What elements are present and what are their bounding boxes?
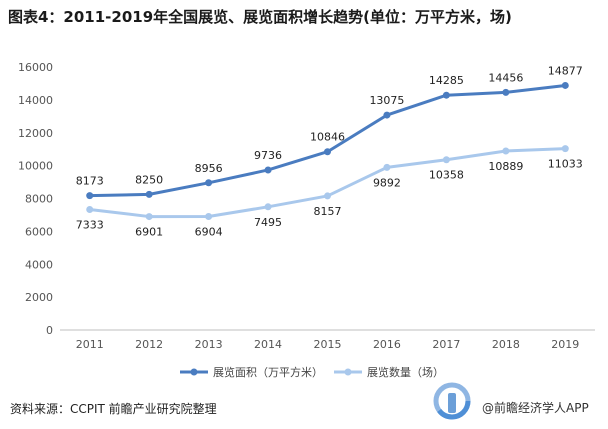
legend-label: 展览数量（场）	[367, 365, 444, 379]
x-tick-label: 2013	[195, 338, 223, 351]
data-point	[145, 190, 153, 198]
data-label: 8157	[314, 205, 342, 218]
y-tick-label: 2000	[25, 291, 53, 304]
data-point	[205, 213, 213, 221]
x-tick-label: 2014	[254, 338, 282, 351]
series-1: 8173 8250 8956 9736 10846 13075 14285 14456 1487…	[76, 64, 583, 200]
y-axis: 0 2000 4000 6000 8000 10000 12000 14000 16000	[18, 61, 53, 337]
data-label: 10889	[488, 160, 523, 173]
data-point	[502, 147, 510, 155]
series-2: 7333 6901 6904 7495 8157 9892 10358 10889 11033	[76, 145, 583, 239]
data-point	[86, 205, 94, 213]
data-label: 9892	[373, 176, 401, 189]
data-label: 9736	[254, 149, 282, 162]
y-tick-label: 4000	[25, 258, 53, 271]
brand-watermark: @前瞻经济学人APP	[430, 379, 606, 425]
data-label: 11033	[548, 158, 583, 171]
data-point	[145, 213, 153, 221]
x-tick-label: 2011	[76, 338, 104, 351]
legend: 展览面积（万平方米） 展览数量（场）	[180, 365, 444, 379]
data-label: 7495	[254, 216, 282, 229]
data-point	[264, 203, 272, 211]
data-point	[442, 91, 450, 99]
legend-label: 展览面积（万平方米）	[213, 365, 323, 379]
data-label: 14285	[429, 74, 464, 87]
data-label: 10358	[429, 169, 464, 182]
x-axis: 2011 2012 2013 2014 2015 2016 2017 2018 2019	[60, 329, 595, 351]
data-label: 6904	[195, 226, 223, 239]
legend-swatch-marker	[190, 368, 198, 376]
source-note: 资料来源：CCPIT 前瞻产业研究院整理	[10, 402, 217, 416]
data-label: 6901	[135, 226, 163, 239]
data-point	[383, 163, 391, 171]
y-tick-label: 0	[46, 324, 53, 337]
data-label: 14877	[548, 64, 583, 77]
y-tick-label: 12000	[18, 127, 53, 140]
legend-item-1: 展览面积（万平方米）	[180, 365, 323, 379]
y-tick-label: 10000	[18, 160, 53, 173]
series-layer: 8173 8250 8956 9736 10846 13075 14285 14456 1487…	[76, 64, 583, 238]
data-point	[205, 179, 213, 187]
y-tick-label: 6000	[25, 225, 53, 238]
brand-text: @前瞻经济学人APP	[482, 401, 589, 415]
data-label: 14456	[488, 71, 523, 84]
data-label: 8250	[135, 173, 163, 186]
y-tick-label: 14000	[18, 94, 53, 107]
x-tick-label: 2015	[314, 338, 342, 351]
chart-title: 图表4：2011-2019年全国展览、展览面积增长趋势(单位：万平方米，场)	[8, 8, 512, 26]
data-point	[324, 148, 331, 156]
data-point	[502, 88, 510, 96]
data-label: 8956	[195, 162, 223, 175]
data-point	[561, 145, 569, 153]
y-tick-label: 16000	[18, 61, 53, 74]
data-label: 8173	[76, 175, 104, 188]
data-point	[264, 166, 272, 174]
data-label: 7333	[76, 218, 104, 231]
data-point	[561, 81, 569, 89]
data-point	[442, 156, 450, 164]
x-tick-label: 2017	[432, 338, 460, 351]
brand-logo-icon	[433, 382, 471, 420]
data-point	[324, 192, 331, 200]
y-tick-label: 8000	[25, 193, 53, 206]
data-label: 10846	[310, 131, 345, 144]
data-point	[86, 192, 94, 200]
x-tick-label: 2016	[373, 338, 401, 351]
data-point	[383, 111, 391, 119]
legend-swatch-marker	[344, 368, 352, 376]
x-tick-label: 2012	[135, 338, 163, 351]
x-tick-label: 2019	[551, 338, 579, 351]
legend-item-2: 展览数量（场）	[334, 365, 444, 379]
x-tick-label: 2018	[492, 338, 520, 351]
data-label: 13075	[369, 94, 404, 107]
